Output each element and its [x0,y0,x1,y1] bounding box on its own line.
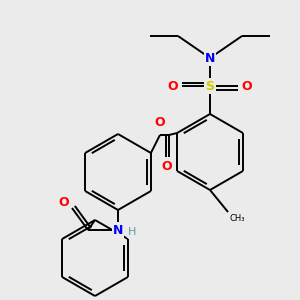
Text: N: N [113,224,123,236]
Text: O: O [59,196,69,208]
Text: O: O [168,80,178,92]
Text: O: O [154,116,165,130]
Text: O: O [162,160,172,173]
Text: O: O [242,80,252,92]
Text: CH₃: CH₃ [230,214,245,223]
Text: S: S [206,80,214,92]
Text: H: H [128,227,136,237]
Text: N: N [205,52,215,64]
